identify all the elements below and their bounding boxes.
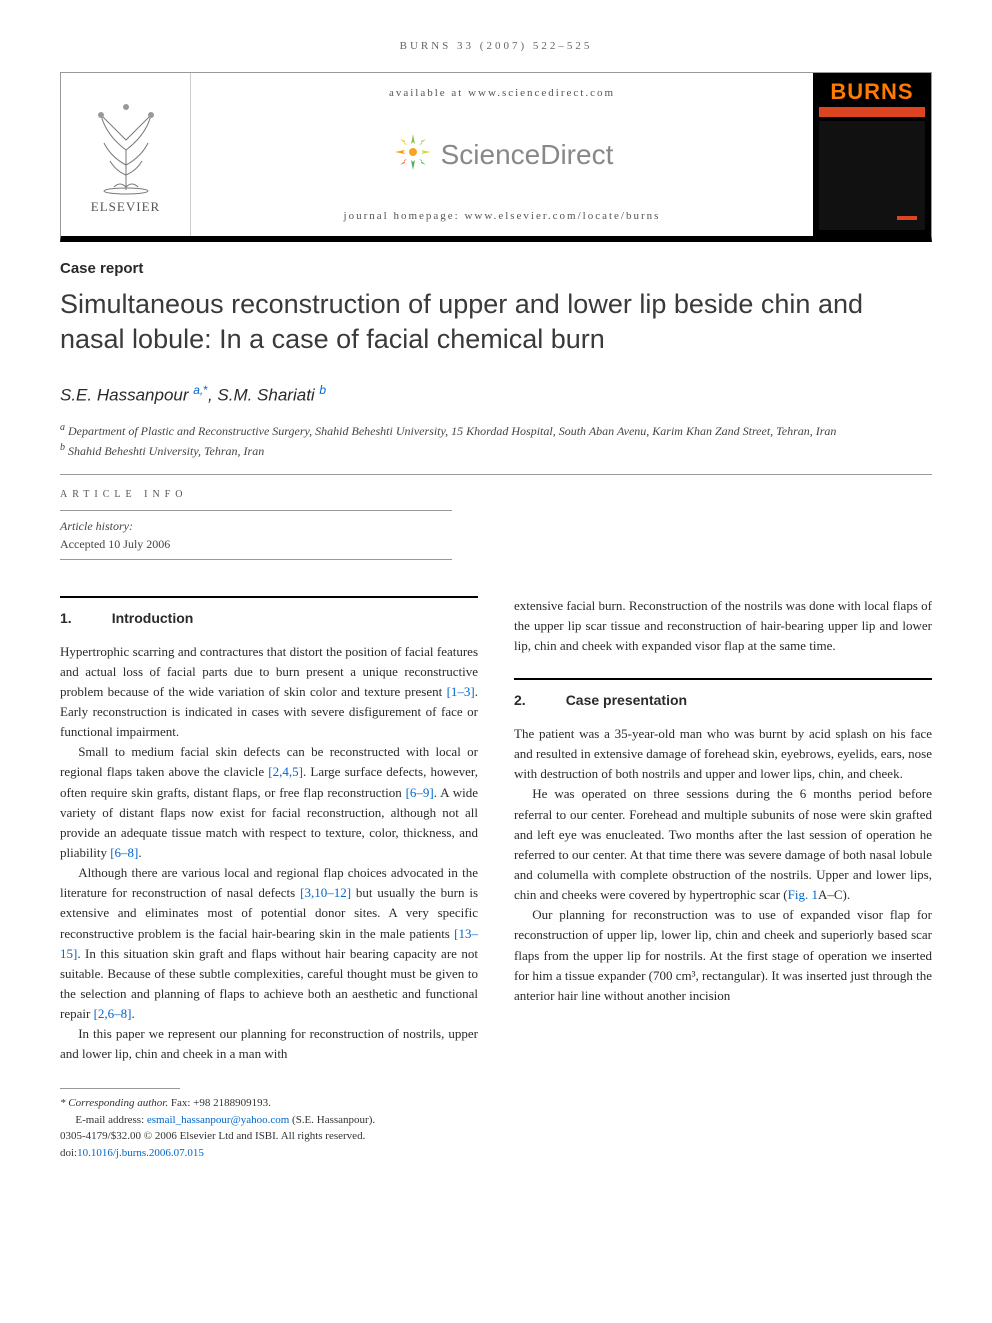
corresponding-author: * Corresponding author. Fax: +98 2188909…	[60, 1095, 478, 1112]
section-heading-intro: 1. Introduction	[60, 608, 478, 630]
footnote-rule	[60, 1088, 180, 1089]
elsevier-logo-block: ELSEVIER	[61, 73, 191, 236]
sciencedirect-burst-icon	[391, 130, 435, 179]
authors: S.E. Hassanpour a,*, S.M. Shariati b	[60, 383, 932, 406]
available-at-text: available at www.sciencedirect.com	[389, 87, 615, 99]
cover-accent-line	[897, 216, 917, 220]
paragraph: Hypertrophic scarring and contractures t…	[60, 642, 478, 743]
citation-link[interactable]: [1–3]	[447, 684, 475, 699]
cover-strip	[819, 107, 925, 117]
doi-link[interactable]: 10.1016/j.burns.2006.07.015	[77, 1147, 204, 1159]
journal-homepage-text: journal homepage: www.elsevier.com/locat…	[344, 210, 661, 222]
article-info-label: ARTICLE INFO	[60, 489, 452, 500]
sciencedirect-text: ScienceDirect	[441, 139, 614, 171]
citation-link[interactable]: [6–8]	[110, 845, 138, 860]
journal-cover: BURNS	[813, 73, 931, 236]
paragraph: Our planning for reconstruction was to u…	[514, 905, 932, 1006]
section-rule	[60, 596, 478, 598]
history-accepted: Accepted 10 July 2006	[60, 535, 452, 553]
citation-link[interactable]: [2,4,5]	[268, 764, 303, 779]
paragraph: extensive facial burn. Reconstruction of…	[514, 596, 932, 656]
section-rule	[514, 678, 932, 680]
email-line: E-mail address: esmail_hassanpour@yahoo.…	[60, 1112, 478, 1129]
citation-link[interactable]: [6–9]	[406, 785, 434, 800]
section-number: 1.	[60, 608, 72, 630]
citation-link[interactable]: [3,10–12]	[300, 885, 351, 900]
paragraph: The patient was a 35-year-old man who wa…	[514, 724, 932, 784]
doi-line: doi:10.1016/j.burns.2006.07.015	[60, 1145, 478, 1162]
email-link[interactable]: esmail_hassanpour@yahoo.com	[147, 1114, 289, 1126]
affiliations: a Department of Plastic and Reconstructi…	[60, 420, 932, 460]
cover-body	[819, 121, 925, 230]
article-type: Case report	[60, 260, 932, 277]
citation-link[interactable]: [2,6–8]	[94, 1006, 132, 1021]
column-left: 1. Introduction Hypertrophic scarring an…	[60, 596, 478, 1162]
cover-title: BURNS	[830, 79, 913, 105]
header-center: available at www.sciencedirect.com	[191, 73, 813, 236]
running-head: BURNS 33 (2007) 522–525	[60, 40, 932, 52]
article-history: Article history: Accepted 10 July 2006	[60, 510, 452, 560]
section-heading-case: 2. Case presentation	[514, 690, 932, 712]
footnotes: * Corresponding author. Fax: +98 2188909…	[60, 1095, 478, 1161]
paragraph: He was operated on three sessions during…	[514, 784, 932, 905]
paragraph: In this paper we represent our planning …	[60, 1024, 478, 1064]
elsevier-label: ELSEVIER	[91, 199, 160, 215]
sciencedirect-logo[interactable]: ScienceDirect	[391, 130, 614, 179]
body-columns: 1. Introduction Hypertrophic scarring an…	[60, 596, 932, 1162]
section-number: 2.	[514, 690, 526, 712]
paragraph: Small to medium facial skin defects can …	[60, 742, 478, 863]
article-title: Simultaneous reconstruction of upper and…	[60, 287, 932, 357]
figure-reference-link[interactable]: Fig. 1	[788, 887, 818, 902]
divider	[60, 474, 932, 475]
column-right: extensive facial burn. Reconstruction of…	[514, 596, 932, 1162]
section-title: Introduction	[112, 608, 194, 630]
copyright-line: 0305-4179/$32.00 © 2006 Elsevier Ltd and…	[60, 1128, 478, 1145]
article-info-block: ARTICLE INFO Article history: Accepted 1…	[60, 489, 452, 560]
history-label: Article history:	[60, 517, 452, 535]
journal-header: ELSEVIER available at www.sciencedirect.…	[60, 72, 932, 242]
paragraph: Although there are various local and reg…	[60, 863, 478, 1024]
section-title: Case presentation	[566, 690, 687, 712]
elsevier-tree-icon	[86, 95, 166, 195]
